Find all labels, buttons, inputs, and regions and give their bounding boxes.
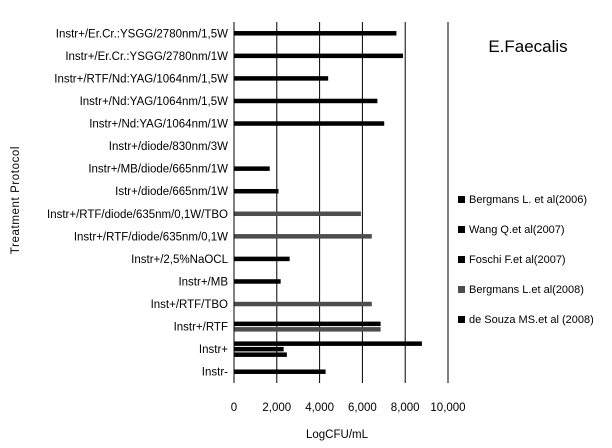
bar-wang-q-et-al-2007-instr-mb — [234, 279, 281, 284]
category-label-instr-rtf-diode-635nm-0-1w: Instr+/RTF/diode/635nm/0,1W — [74, 231, 228, 243]
legend-swatch-bergmans-l-et-al-2008 — [458, 286, 465, 293]
bar-bergmans-l-et-al-2006-instr-rtf — [234, 321, 381, 327]
x-tick-label-0: 0 — [231, 402, 237, 414]
category-label-instr-rtf-diode-635nm-0-1w-tbo: Instr+/RTF/diode/635nm/0,1W/TBO — [47, 209, 228, 221]
category-label-instr-rtf: Instr+/RTF — [174, 322, 228, 334]
bar-wang-q-et-al-2007-instr-nd-yag-1064nm-1-5w — [234, 98, 378, 104]
bar-wang-q-et-al-2007-instr-mb-diode-665nm-1w — [234, 166, 270, 171]
bar-foschi-f-et-al-2007-instr — [234, 352, 287, 357]
category-label-instr-mb: Instr+/MB — [178, 276, 228, 288]
bar-bergmans-l-et-al-2008-instr-rtf-diode-635nm-0-1w-tbo — [234, 211, 361, 217]
legend-label-wang-q-et-al-2007: Wang Q.et al(2007) — [469, 224, 565, 236]
x-tick-label-6-000: 6,000 — [348, 402, 377, 414]
bar-wang-q-et-al-2007-instr — [234, 346, 284, 352]
x-tick-label-4-000: 4,000 — [305, 402, 334, 414]
category-label-instr-rtf-nd-yag-1064nm-1-5w: Instr+/RTF/Nd:YAG/1064nm/1,5W — [54, 73, 228, 85]
bar-wang-q-et-al-2007-instr-2-5-naocl — [234, 256, 290, 262]
x-tick-labels: 0 2,000 4,000 6,000 8,000 10,000 — [231, 402, 466, 414]
x-tick-label-10-000: 10,000 — [430, 402, 465, 414]
bar-de-souza-ms-et-al-2008-instr — [234, 369, 326, 374]
legend: Bergmans L. et al(2006) Wang Q.et al(2007… — [458, 194, 594, 326]
x-tick-label-2-000: 2,000 — [262, 402, 291, 414]
category-label-istr-diode-665nm-1w: Istr+/diode/665nm/1W — [115, 186, 228, 198]
legend-label-foschi-f-et-al-2007: Foschi F.et al(2007) — [469, 254, 566, 266]
y-axis-title: Treatment Protocol — [10, 146, 22, 254]
bar-wang-q-et-al-2007-istr-diode-665nm-1w — [234, 188, 279, 194]
legend-swatch-bergmans-l-et-al-2006 — [458, 196, 465, 203]
chart-title: E.Faecalis — [488, 37, 567, 56]
bar-wang-q-et-al-2007-instr-er-cr-ysgg-2780nm-1w — [234, 53, 404, 59]
bars — [234, 31, 422, 374]
legend-swatch-de-souza-ms-et-al-2008 — [458, 316, 465, 323]
category-label-instr-mb-diode-665nm-1w: Instr+/MB/diode/665nm/1W — [88, 164, 228, 176]
category-label-instr-er-cr-ysgg-2780nm-1-5w: Instr+/Er.Cr.:YSGG/2780nm/1,5W — [56, 28, 228, 40]
category-label-inst-rtf-tbo: Inst+/RTF/TBO — [151, 299, 228, 311]
category-label-instr-nd-yag-1064nm-1w: Instr+/Nd:YAG/1064nm/1W — [89, 119, 228, 131]
x-axis-title: LogCFU/mL — [306, 429, 369, 441]
category-label-instr-er-cr-ysgg-2780nm-1w: Instr+/Er.Cr.:YSGG/2780nm/1W — [65, 51, 228, 63]
legend-label-bergmans-l-et-al-2006: Bergmans L. et al(2006) — [469, 194, 587, 206]
category-label-instr-diode-830nm-3w: Instr+/diode/830nm/3W — [109, 141, 228, 153]
bar-wang-q-et-al-2007-instr-er-cr-ysgg-2780nm-1-5w — [234, 31, 397, 36]
bar-bergmans-l-et-al-2006-instr — [234, 341, 422, 346]
bar-wang-q-et-al-2007-instr-nd-yag-1064nm-1w — [234, 121, 385, 126]
category-label-instr-nd-yag-1064nm-1-5w: Instr+/Nd:YAG/1064nm/1,5W — [80, 96, 229, 108]
legend-label-bergmans-l-et-al-2008: Bergmans L.et al(2008) — [469, 284, 584, 296]
bar-bergmans-l-et-al-2008-instr-rtf-diode-635nm-0-1w — [234, 234, 372, 239]
bar-bergmans-l-et-al-2008-inst-rtf-tbo — [234, 301, 372, 307]
category-labels: Instr+/Er.Cr.:YSGG/2780nm/1,5W Instr+/Er.… — [47, 28, 229, 378]
legend-swatch-wang-q-et-al-2007 — [458, 226, 465, 233]
category-label-instr: Instr+ — [199, 344, 228, 356]
bar-wang-q-et-al-2007-instr-rtf-nd-yag-1064nm-1-5w — [234, 76, 329, 81]
x-tick-label-8-000: 8,000 — [391, 402, 420, 414]
bar-bergmans-l-et-al-2008-instr-rtf — [234, 327, 381, 332]
category-label-instr: Instr- — [202, 367, 228, 379]
legend-swatch-foschi-f-et-al-2007 — [458, 256, 465, 263]
legend-label-de-souza-ms-et-al-2008: de Souza MS.et al (2008) — [469, 314, 594, 326]
category-label-instr-2-5-naocl: Instr+/2,5%NaOCL — [131, 254, 228, 266]
